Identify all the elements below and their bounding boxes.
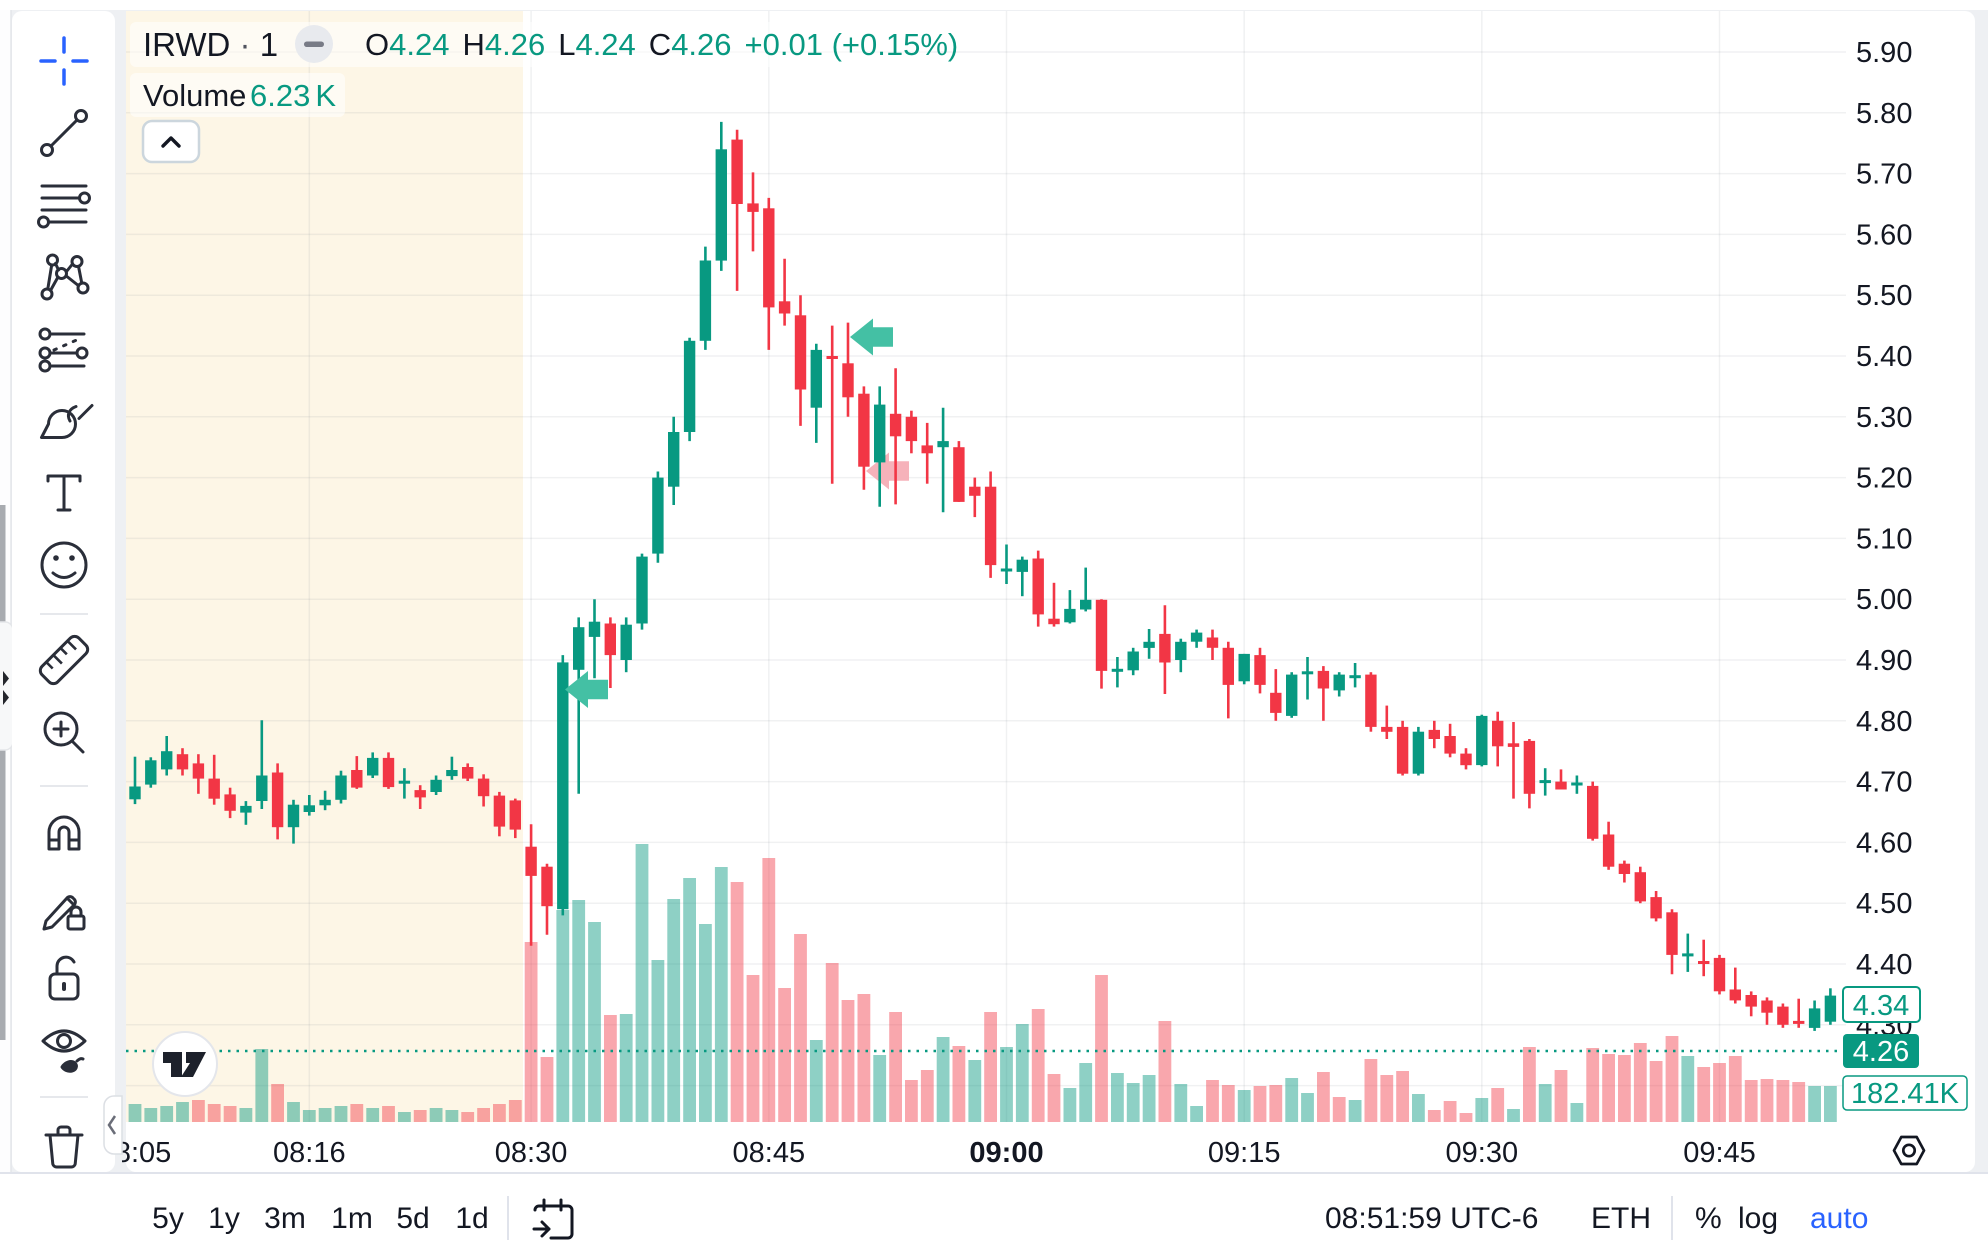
svg-text:08:05: 08:05 <box>99 1137 172 1169</box>
svg-text:auto: auto <box>1810 1202 1868 1235</box>
svg-text:5.60: 5.60 <box>1856 219 1912 251</box>
svg-text:09:00: 09:00 <box>969 1137 1043 1169</box>
svg-text:4.34: 4.34 <box>1853 990 1909 1022</box>
svg-text:5d: 5d <box>396 1202 429 1235</box>
svg-text:1m: 1m <box>331 1202 373 1235</box>
svg-text:4.90: 4.90 <box>1856 645 1912 677</box>
svg-text:5.20: 5.20 <box>1856 463 1912 495</box>
svg-text:log: log <box>1738 1202 1778 1235</box>
svg-text:5.70: 5.70 <box>1856 159 1912 191</box>
svg-text:182.41K: 182.41K <box>1851 1078 1960 1110</box>
svg-text:08:30: 08:30 <box>495 1137 568 1169</box>
svg-text:08:16: 08:16 <box>273 1137 346 1169</box>
svg-text:08:45: 08:45 <box>733 1137 806 1169</box>
svg-text:5.40: 5.40 <box>1856 341 1912 373</box>
svg-text:5.90: 5.90 <box>1856 37 1912 69</box>
svg-text:5.30: 5.30 <box>1856 402 1912 434</box>
svg-text:Volume: Volume <box>143 78 246 113</box>
svg-text:09:30: 09:30 <box>1446 1137 1519 1169</box>
svg-text:6.23K: 6.23 K <box>250 78 336 113</box>
svg-text:4.70: 4.70 <box>1856 767 1912 799</box>
svg-text:08:51:59 UTC-6: 08:51:59 UTC-6 <box>1325 1202 1538 1235</box>
svg-text:1d: 1d <box>455 1202 488 1235</box>
svg-text:5.10: 5.10 <box>1856 523 1912 555</box>
svg-text:ETH: ETH <box>1591 1202 1651 1235</box>
svg-text:09:15: 09:15 <box>1208 1137 1281 1169</box>
svg-text:IRWD · 1: IRWD · 1 <box>143 26 278 63</box>
svg-text:5.80: 5.80 <box>1856 98 1912 130</box>
svg-text:%: % <box>1695 1202 1722 1235</box>
svg-text:4.50: 4.50 <box>1856 888 1912 920</box>
svg-text:4.26: 4.26 <box>1853 1036 1909 1068</box>
svg-text:09:45: 09:45 <box>1683 1137 1756 1169</box>
svg-text:5.00: 5.00 <box>1856 584 1912 616</box>
svg-text:1y: 1y <box>208 1202 240 1235</box>
svg-text:3m: 3m <box>264 1202 306 1235</box>
svg-text:4.40: 4.40 <box>1856 949 1912 981</box>
svg-text:4.80: 4.80 <box>1856 706 1912 738</box>
svg-text:5.50: 5.50 <box>1856 280 1912 312</box>
svg-text:4.60: 4.60 <box>1856 827 1912 859</box>
svg-text:5y: 5y <box>152 1202 184 1235</box>
